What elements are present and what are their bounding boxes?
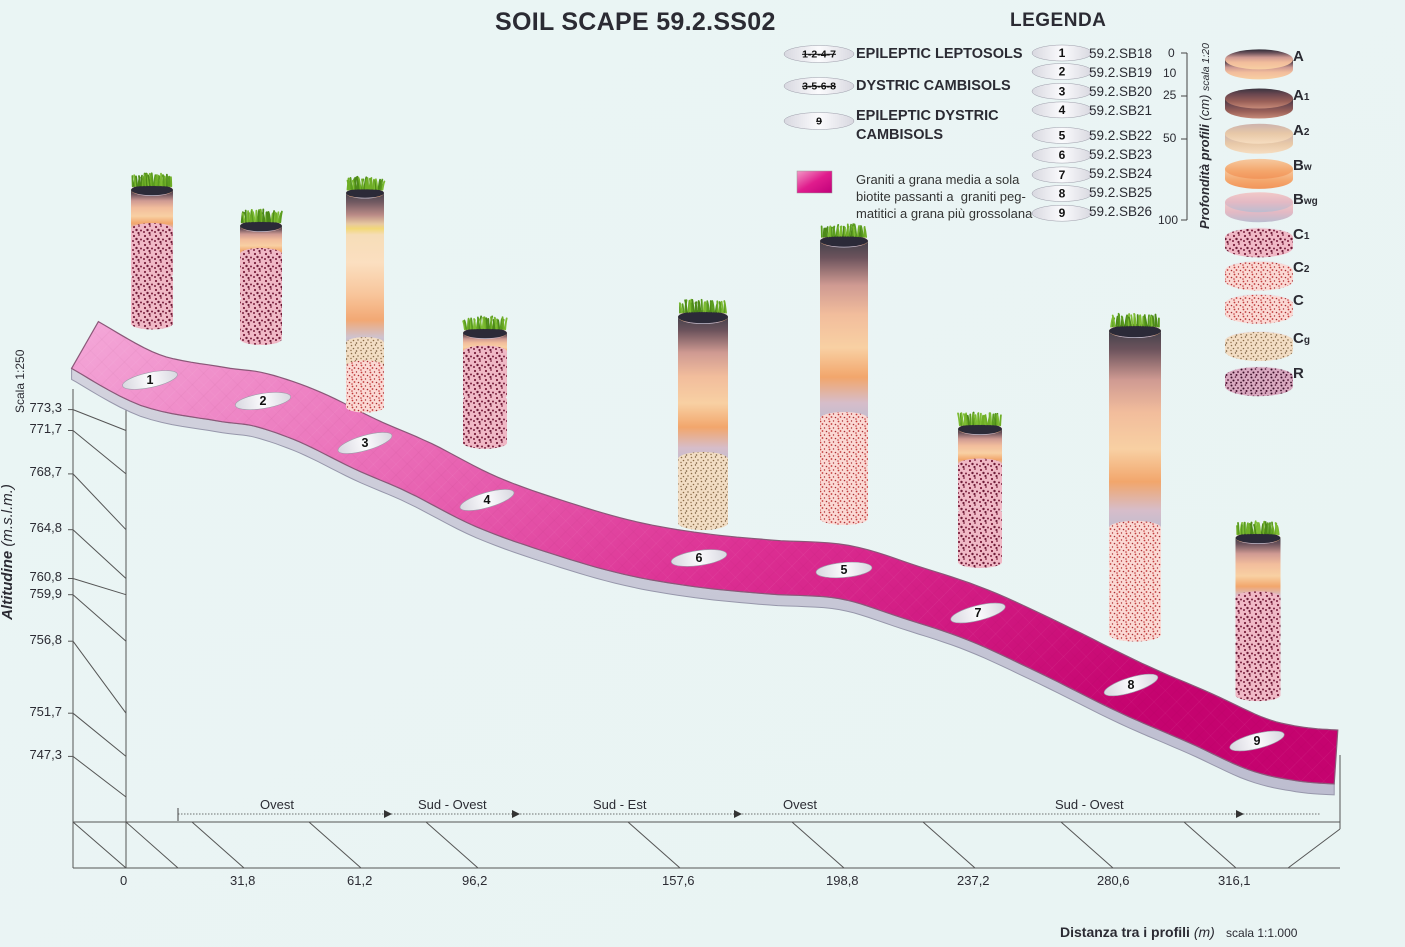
svg-text:5: 5 [841,563,848,577]
svg-text:6: 6 [696,551,703,565]
svg-text:7: 7 [975,606,982,620]
svg-text:3: 3 [362,436,369,450]
svg-text:4: 4 [484,493,491,507]
svg-text:1: 1 [147,373,154,387]
svg-text:8: 8 [1128,678,1135,692]
svg-text:2: 2 [260,394,267,408]
svg-text:9: 9 [1254,734,1261,748]
